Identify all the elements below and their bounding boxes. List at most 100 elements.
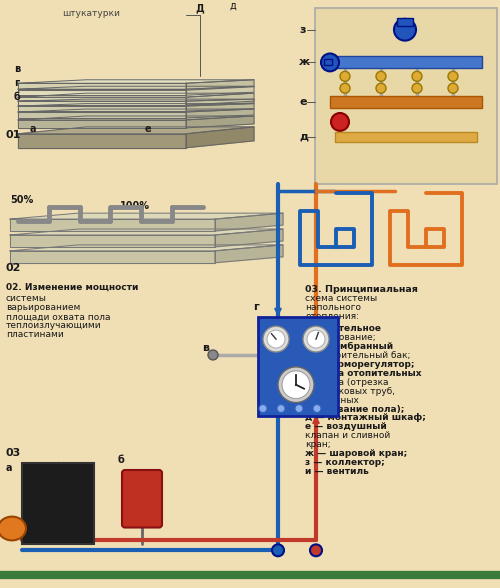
- Polygon shape: [18, 89, 186, 95]
- Bar: [330, 96, 482, 108]
- Polygon shape: [18, 109, 254, 112]
- Text: 03: 03: [6, 448, 21, 458]
- Ellipse shape: [0, 517, 26, 540]
- Bar: [330, 56, 482, 68]
- Circle shape: [340, 83, 350, 93]
- Text: г — два отопительных: г — два отопительных: [305, 369, 422, 378]
- Text: штукатурки: штукатурки: [62, 9, 120, 18]
- Text: контура (отрезка: контура (отрезка: [305, 377, 388, 387]
- Text: ж: ж: [299, 58, 310, 68]
- Polygon shape: [18, 106, 186, 111]
- Circle shape: [376, 83, 386, 93]
- Text: 02: 02: [6, 263, 22, 273]
- Circle shape: [303, 326, 329, 352]
- Text: б — мембранный: б — мембранный: [305, 342, 393, 351]
- Text: б: б: [14, 92, 21, 102]
- Polygon shape: [10, 219, 215, 231]
- Polygon shape: [18, 120, 186, 128]
- Polygon shape: [18, 86, 254, 89]
- Circle shape: [272, 544, 284, 556]
- Polygon shape: [18, 80, 254, 83]
- Polygon shape: [18, 97, 186, 105]
- Text: г: г: [14, 78, 19, 88]
- Polygon shape: [186, 86, 254, 95]
- Polygon shape: [10, 229, 283, 235]
- Text: 100%: 100%: [120, 201, 150, 211]
- Circle shape: [331, 113, 349, 131]
- Text: 50%: 50%: [10, 195, 33, 205]
- Polygon shape: [186, 116, 254, 128]
- Text: пластинами: пластинами: [6, 330, 64, 339]
- Circle shape: [263, 326, 289, 352]
- Polygon shape: [215, 213, 283, 231]
- Bar: [397, 18, 413, 26]
- Polygon shape: [18, 99, 254, 101]
- Polygon shape: [186, 127, 254, 148]
- Polygon shape: [18, 116, 254, 120]
- Circle shape: [340, 71, 350, 81]
- Text: в: в: [14, 64, 20, 74]
- Circle shape: [310, 544, 322, 556]
- Text: 01: 01: [6, 130, 22, 140]
- Polygon shape: [18, 101, 186, 105]
- Circle shape: [282, 371, 310, 399]
- Polygon shape: [18, 93, 254, 97]
- Text: в: в: [202, 343, 209, 353]
- Circle shape: [412, 83, 422, 93]
- Text: д: д: [230, 1, 237, 11]
- Polygon shape: [215, 229, 283, 247]
- Bar: [324, 59, 332, 65]
- Text: е: е: [145, 124, 152, 134]
- Text: ж — шаровой кран;: ж — шаровой кран;: [305, 449, 407, 458]
- Circle shape: [394, 19, 416, 41]
- FancyBboxPatch shape: [122, 470, 162, 527]
- Polygon shape: [186, 93, 254, 105]
- Circle shape: [412, 71, 422, 81]
- Bar: [258, 318, 338, 416]
- Circle shape: [307, 330, 325, 348]
- Text: варьированием: варьированием: [6, 303, 80, 312]
- Polygon shape: [215, 245, 283, 263]
- Polygon shape: [18, 134, 186, 148]
- Text: системы: системы: [6, 295, 47, 303]
- Circle shape: [259, 405, 267, 412]
- Circle shape: [277, 405, 285, 412]
- Polygon shape: [186, 103, 254, 111]
- Text: 02. Изменение мощности: 02. Изменение мощности: [6, 283, 138, 292]
- Text: б: б: [118, 455, 125, 465]
- Text: схема системы: схема системы: [305, 295, 377, 303]
- Text: уложенных: уложенных: [305, 396, 360, 405]
- Circle shape: [321, 54, 339, 71]
- Text: г: г: [253, 302, 259, 312]
- Text: а: а: [6, 463, 12, 473]
- Bar: [22, 463, 94, 544]
- Text: а — котельное: а — котельное: [305, 324, 381, 333]
- Text: кран;: кран;: [305, 440, 330, 449]
- Text: площади охвата пола: площади охвата пола: [6, 312, 110, 321]
- Circle shape: [278, 367, 314, 403]
- Polygon shape: [186, 80, 254, 90]
- Circle shape: [376, 71, 386, 81]
- Text: оборудование;: оборудование;: [305, 333, 376, 342]
- Text: напольного: напольного: [305, 303, 361, 312]
- Text: д: д: [299, 132, 308, 142]
- Text: теплоизлучающими: теплоизлучающими: [6, 321, 102, 330]
- Text: Д: Д: [195, 3, 204, 13]
- Polygon shape: [10, 213, 283, 219]
- Polygon shape: [18, 112, 186, 118]
- Polygon shape: [10, 235, 215, 247]
- Text: отопления:: отопления:: [305, 312, 359, 321]
- Text: з: з: [299, 25, 306, 35]
- Polygon shape: [18, 127, 254, 134]
- Text: а: а: [30, 124, 36, 134]
- Circle shape: [448, 83, 458, 93]
- Polygon shape: [186, 99, 254, 105]
- Circle shape: [313, 405, 321, 412]
- Text: в основание пола);: в основание пола);: [305, 405, 404, 413]
- Text: пластиковых труб,: пластиковых труб,: [305, 387, 395, 396]
- Text: е: е: [299, 97, 306, 107]
- Circle shape: [208, 350, 218, 360]
- Polygon shape: [18, 103, 254, 106]
- Bar: [335, 132, 477, 142]
- Polygon shape: [18, 83, 186, 90]
